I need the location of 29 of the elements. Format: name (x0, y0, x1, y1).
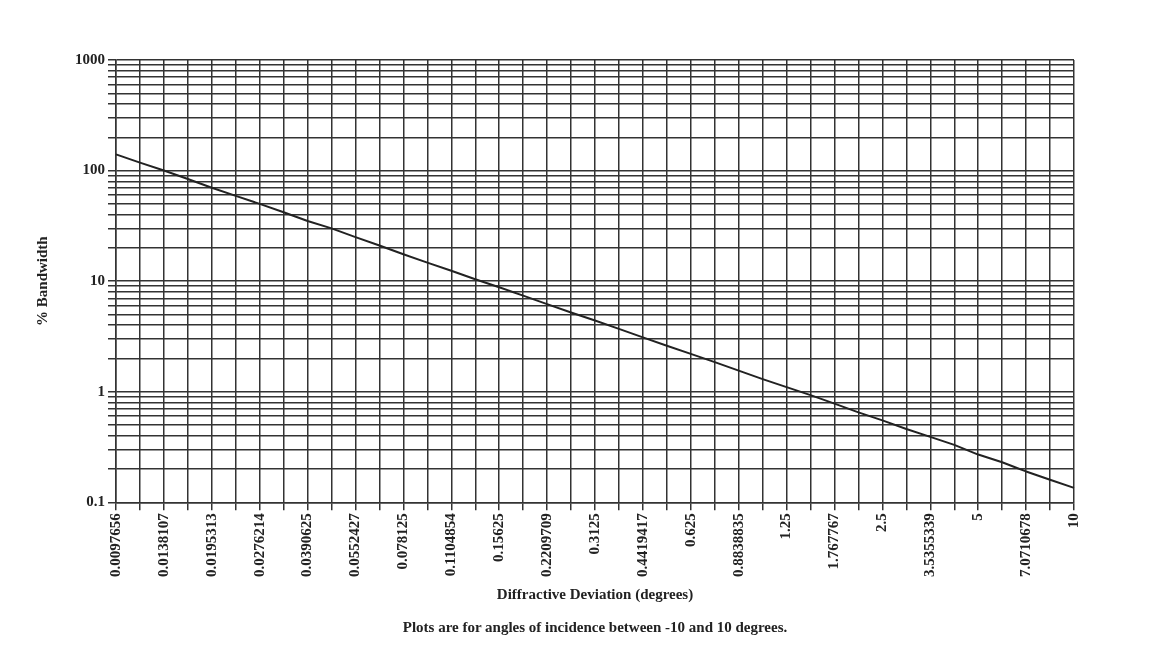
y-tick-label: 1000 (75, 50, 105, 67)
y-tick-label: 100 (82, 161, 105, 178)
x-tick-label: 7.0710678 (1016, 513, 1033, 577)
x-tick-label: 0.0552427 (346, 512, 363, 577)
x-tick-label: 0.078125 (394, 513, 411, 570)
y-tick-label: 0.1 (86, 493, 105, 510)
x-tick-label: 0.0276214 (250, 512, 267, 577)
x-tick-label: 0.4419417 (633, 512, 650, 577)
x-axis-title: Diffractive Deviation (degrees) (496, 585, 694, 603)
text: Plots are for angles of incidence between -10 and 10 degrees. (402, 619, 788, 636)
y-tick-label: 1 (97, 382, 105, 399)
x-tick-label: 1.25 (777, 513, 794, 540)
x-tick-label: 0.625 (681, 513, 698, 547)
x-tick-label: 0.15625 (490, 513, 507, 562)
x-tick-label: 10 (1064, 513, 1081, 529)
x-tick-label: 0.0390625 (298, 513, 315, 577)
x-tick-label: 0.8838835 (729, 513, 746, 577)
y-tick-label: 10 (90, 272, 105, 288)
x-tick-label: 0.3125 (585, 513, 602, 555)
x-tick-label: 5 (969, 513, 986, 521)
x-tick-label: 3.5355339 (921, 513, 938, 577)
y-axis-title: % Bandwidth (33, 235, 50, 326)
x-tick-label: 2.5 (873, 513, 890, 532)
x-tick-label: 1.767767 (825, 512, 842, 570)
x-tick-label: 0.0097656 (106, 512, 123, 577)
x-tick-label: 0.0195313 (202, 513, 219, 577)
x-tick-label: 0.1104854 (442, 512, 459, 577)
x-tick-label: 0.0138107 (154, 512, 171, 577)
x-tick-label: 0.2209709 (537, 513, 554, 577)
